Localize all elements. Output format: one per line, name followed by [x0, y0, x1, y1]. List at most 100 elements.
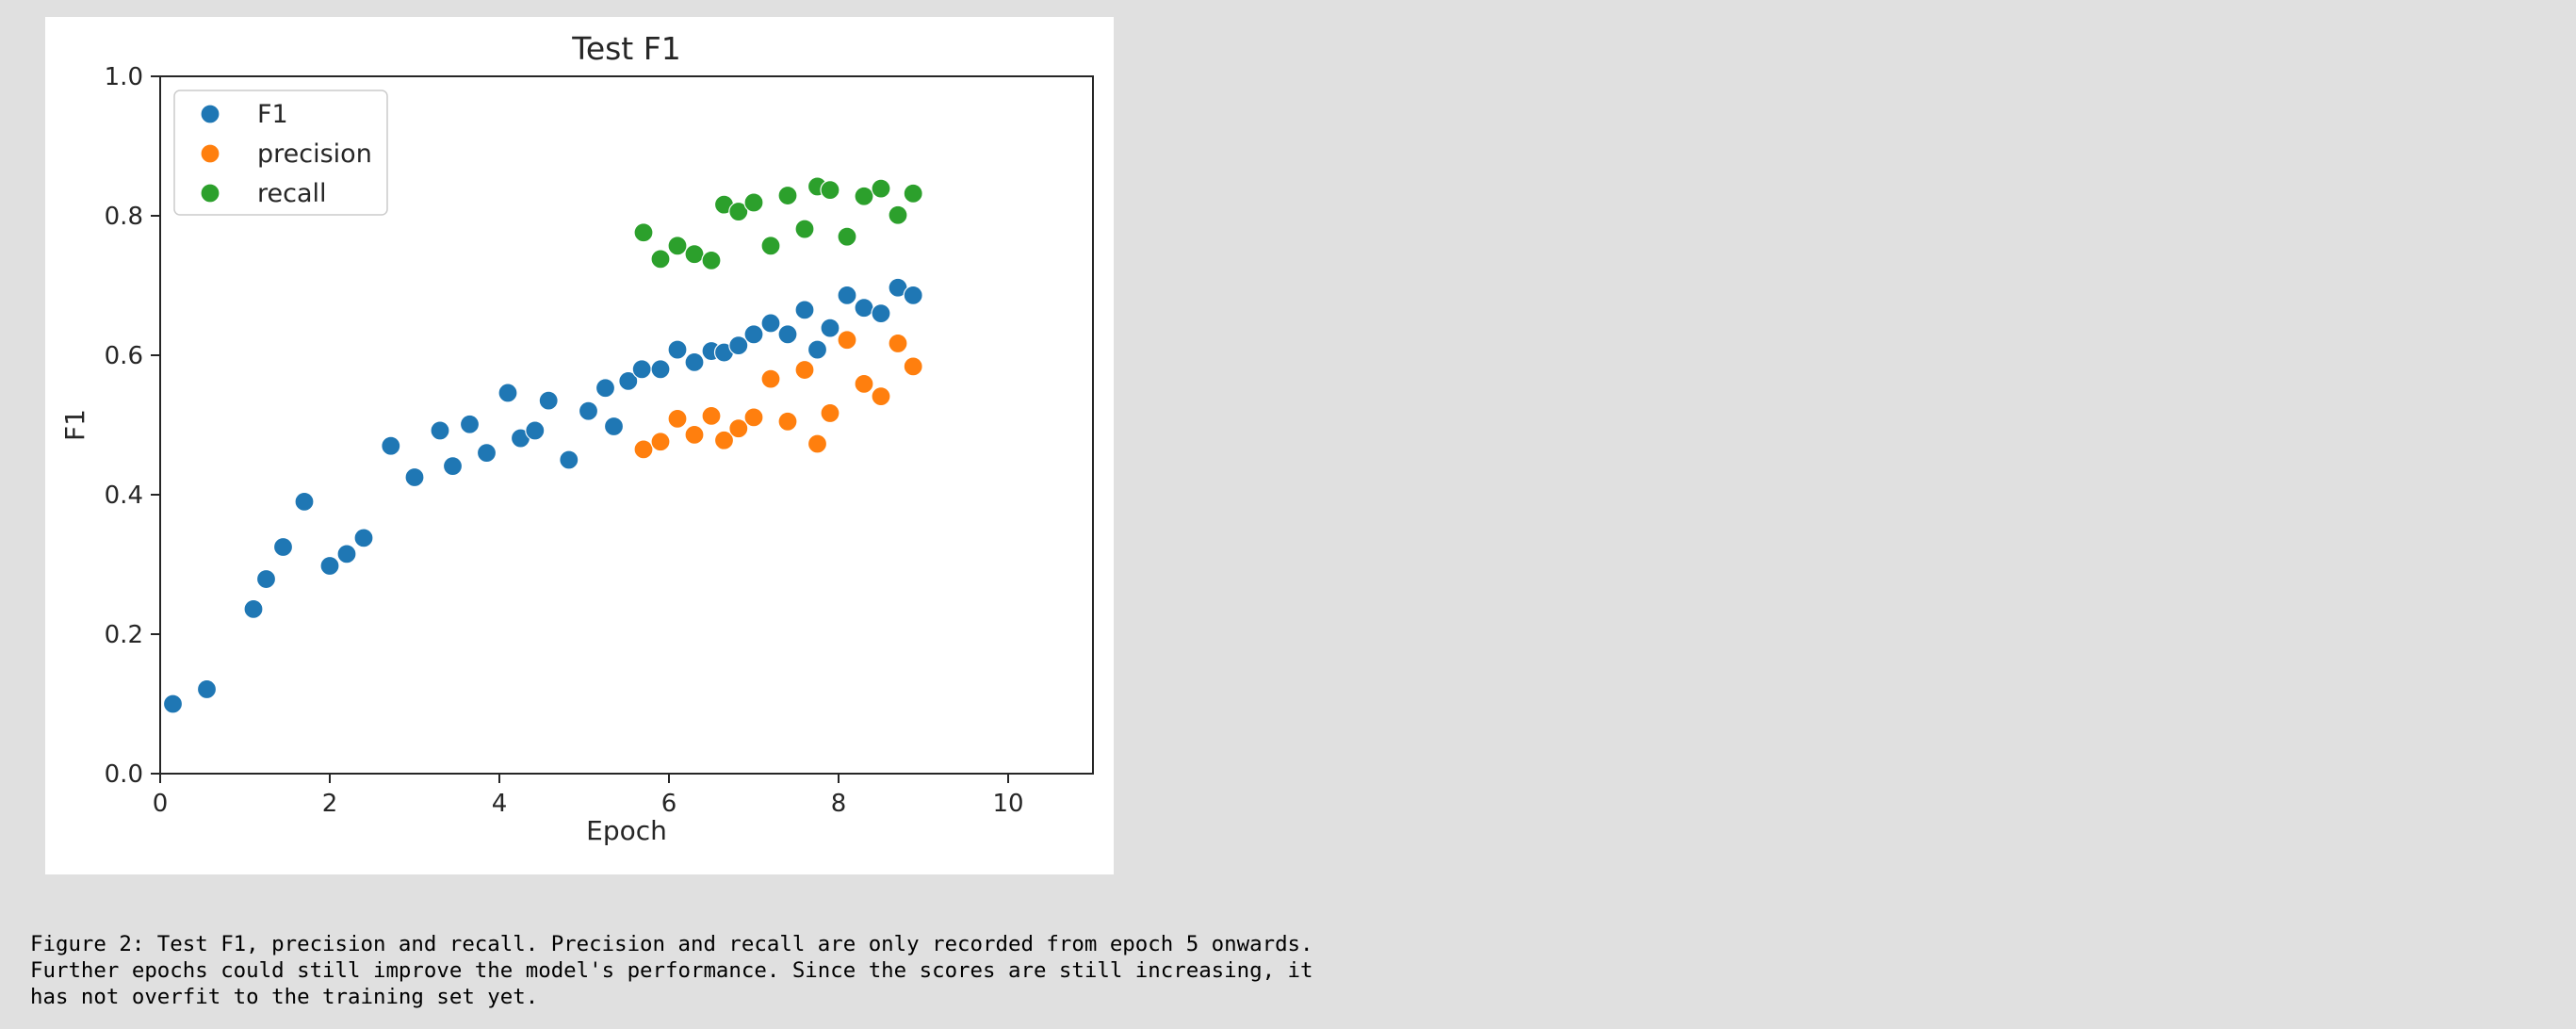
data-point-F1: [728, 335, 749, 356]
data-point-F1: [196, 678, 218, 700]
data-point-precision: [854, 373, 874, 394]
data-point-recall: [777, 185, 798, 206]
data-point-recall: [684, 244, 705, 265]
data-point-F1: [903, 285, 923, 305]
legend-label-precision: precision: [257, 139, 372, 169]
data-point-F1: [430, 420, 450, 441]
x-tick-label: 2: [322, 790, 338, 818]
data-point-precision: [667, 408, 688, 429]
data-point-precision: [684, 424, 705, 445]
data-point-F1: [631, 359, 652, 380]
data-point-precision: [820, 402, 840, 424]
chart-title: Test F1: [571, 30, 680, 67]
data-point-F1: [381, 435, 401, 456]
data-point-F1: [538, 390, 559, 411]
data-point-recall: [837, 226, 857, 247]
data-point-precision: [743, 407, 764, 428]
data-point-F1: [497, 383, 518, 403]
data-point-precision: [837, 330, 857, 351]
legend-marker-precision: [200, 143, 220, 164]
data-point-recall: [854, 186, 874, 206]
data-point-F1: [743, 324, 764, 345]
y-tick-label: 0.8: [105, 203, 143, 231]
data-point-F1: [459, 414, 481, 434]
data-point-F1: [595, 378, 616, 399]
y-axis: 0.0 0.2 0.4 0.6 0.8 1.0: [105, 63, 160, 789]
data-points: [162, 176, 923, 714]
data-point-F1: [618, 370, 639, 391]
data-point-F1: [650, 359, 671, 380]
data-point-F1: [243, 598, 264, 619]
figure-caption: Figure 2: Test F1, precision and recall.…: [30, 931, 1462, 1010]
data-point-recall: [888, 204, 908, 225]
y-tick-label: 0.0: [105, 760, 143, 789]
data-point-recall: [871, 178, 891, 199]
data-point-F1: [777, 324, 798, 345]
data-point-precision: [728, 418, 749, 439]
data-point-F1: [807, 339, 828, 360]
data-point-recall: [701, 250, 722, 270]
data-point-precision: [807, 433, 828, 454]
data-point-F1: [667, 339, 688, 360]
scatter-chart: Test F1 0 2 4 6 8 10 0.0 0.2 0.4 0.6 0.8 1.0 Epoch…: [59, 30, 1094, 846]
data-point-precision: [903, 356, 923, 377]
y-tick-label: 0.4: [105, 482, 143, 510]
data-point-precision: [701, 405, 722, 426]
data-point-F1: [162, 694, 184, 714]
data-point-recall: [903, 183, 923, 204]
data-point-recall: [633, 222, 654, 243]
legend-label-F1: F1: [257, 100, 288, 129]
data-point-F1: [353, 528, 374, 548]
data-point-recall: [650, 249, 671, 270]
data-point-precision: [794, 359, 815, 381]
data-point-F1: [336, 544, 357, 564]
data-point-recall: [667, 236, 688, 256]
data-point-recall: [794, 219, 815, 239]
data-point-recall: [743, 192, 764, 213]
data-point-F1: [578, 400, 599, 421]
data-point-precision: [713, 430, 735, 450]
data-point-recall: [760, 236, 781, 256]
y-tick-label: 0.2: [105, 621, 143, 649]
legend-marker-recall: [200, 183, 220, 204]
x-axis-label: Epoch: [586, 815, 667, 846]
legend-label-recall: recall: [257, 179, 327, 208]
data-point-precision: [650, 432, 671, 452]
data-point-F1: [684, 351, 705, 372]
data-point-F1: [854, 298, 874, 318]
data-point-F1: [319, 555, 340, 577]
data-point-F1: [559, 449, 579, 470]
data-point-F1: [272, 536, 294, 558]
y-axis-label: F1: [59, 409, 90, 441]
data-point-F1: [871, 303, 891, 324]
data-point-F1: [476, 443, 497, 464]
data-point-F1: [404, 466, 425, 488]
legend-marker-F1: [200, 104, 220, 124]
data-point-recall: [820, 180, 840, 201]
data-point-precision: [760, 368, 781, 389]
data-point-precision: [633, 439, 654, 460]
x-tick-label: 6: [661, 790, 677, 818]
data-point-F1: [794, 300, 815, 320]
caption-line-2: Further epochs could still improve the m…: [30, 958, 1313, 983]
data-point-recall: [728, 201, 749, 222]
data-point-F1: [294, 491, 315, 513]
data-point-precision: [777, 411, 798, 432]
data-point-precision: [888, 333, 908, 354]
x-axis: 0 2 4 6 8 10: [153, 774, 1024, 818]
data-point-precision: [871, 386, 891, 407]
series-recall-points: [633, 176, 923, 270]
series-precision-points: [633, 330, 923, 460]
data-point-F1: [603, 416, 625, 437]
y-tick-label: 0.6: [105, 342, 143, 370]
data-point-F1: [760, 313, 781, 334]
legend: F1 precision recall: [173, 90, 388, 216]
data-point-F1: [255, 568, 277, 590]
legend-box: [173, 90, 388, 216]
series-F1-points: [162, 277, 923, 714]
data-point-F1: [442, 456, 464, 477]
data-point-F1: [837, 285, 857, 305]
data-point-F1: [820, 318, 840, 338]
x-tick-label: 4: [492, 790, 508, 818]
x-tick-label: 8: [831, 790, 847, 818]
